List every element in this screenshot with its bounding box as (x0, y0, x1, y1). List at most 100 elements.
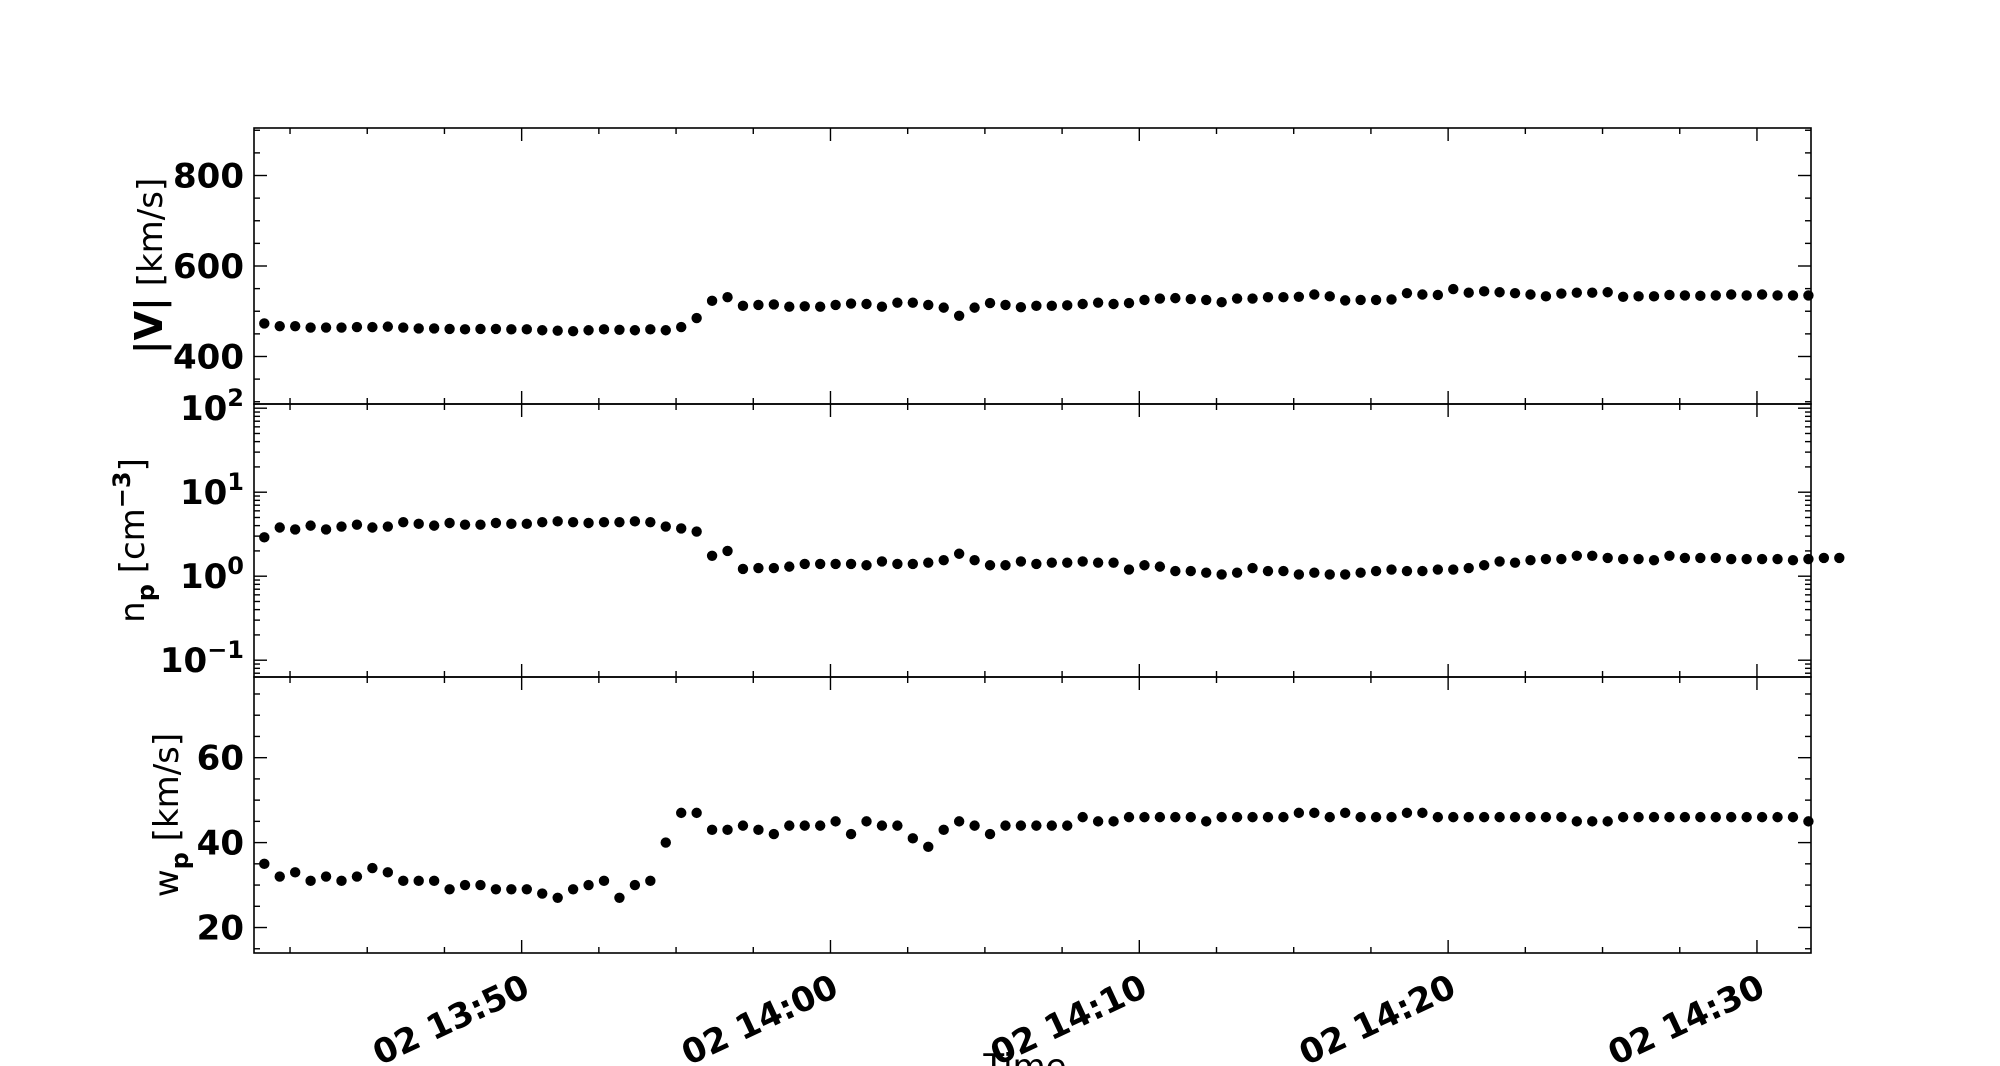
panel-frame (253, 127, 1812, 405)
data-point (1077, 556, 1088, 567)
panel-density: 10−1 100 101 102 np [cm−3] (108, 384, 1845, 681)
data-point (753, 299, 764, 311)
data-point (1787, 811, 1799, 823)
data-point (722, 545, 733, 557)
data-point (1370, 294, 1382, 306)
data-point (1803, 553, 1814, 565)
data-point (1540, 811, 1552, 823)
data-point (1695, 552, 1706, 564)
data-point (1386, 564, 1397, 575)
data-point (1509, 811, 1521, 823)
data-point (1370, 565, 1382, 577)
data-point (1478, 560, 1490, 571)
data-point (1216, 569, 1227, 580)
data-point (598, 324, 610, 335)
data-point (320, 524, 332, 535)
data-point (691, 807, 702, 819)
data-point (1339, 807, 1351, 819)
data-point (907, 297, 919, 308)
data-point (614, 324, 625, 335)
data-point (521, 518, 532, 530)
data-point (367, 862, 378, 874)
data-point (1401, 807, 1413, 819)
data-point (1478, 286, 1490, 297)
data-point (1463, 811, 1474, 823)
data-point (1092, 297, 1104, 308)
data-point (784, 301, 795, 312)
data-point (1648, 555, 1660, 566)
data-point (876, 556, 888, 567)
data-point (676, 807, 687, 819)
data-point (1154, 811, 1166, 823)
data-point (305, 322, 316, 333)
data-point (876, 820, 888, 831)
data-point (1417, 565, 1428, 577)
data-point (459, 324, 471, 335)
data-point (1448, 564, 1459, 575)
panel-velocity: 400 600 800|V| [km/s] (127, 127, 1814, 405)
data-point (799, 301, 810, 312)
y-tick-label: 100 (180, 552, 244, 597)
data-point (1448, 283, 1459, 295)
data-point (1278, 565, 1289, 577)
data-point (1293, 807, 1305, 819)
data-point (1772, 290, 1783, 301)
x-axis-label: Time (982, 1047, 1066, 1066)
data-point (289, 320, 301, 332)
data-point (1525, 289, 1536, 300)
data-point (1031, 300, 1042, 312)
y-tick-label: 600 (173, 247, 244, 287)
data-point (660, 837, 671, 848)
data-point (1772, 553, 1783, 565)
data-point (490, 323, 502, 335)
data-point (737, 300, 749, 312)
data-point (367, 522, 378, 533)
data-point (583, 325, 594, 336)
data-point (799, 558, 810, 570)
data-point (938, 555, 949, 566)
data-point (923, 299, 934, 311)
data-point (861, 816, 872, 827)
data-point (1062, 557, 1073, 568)
data-point (459, 519, 471, 530)
data-point (1185, 565, 1196, 577)
data-point (1216, 296, 1227, 308)
data-point (305, 520, 316, 531)
data-point (413, 518, 424, 530)
data-point (1648, 291, 1660, 302)
data-point (1617, 811, 1629, 823)
data-point (1231, 811, 1243, 823)
data-point (876, 301, 888, 312)
y-tick-label: 60 (197, 739, 244, 779)
data-point (1571, 550, 1583, 561)
data-point (1540, 291, 1552, 302)
data-point (984, 828, 996, 840)
data-point (722, 292, 733, 303)
data-point (1756, 289, 1768, 300)
data-point (830, 299, 841, 311)
data-point (1062, 300, 1073, 311)
data-point (1201, 294, 1212, 306)
y-axis-label: |V| [km/s] (127, 178, 172, 355)
data-point (676, 321, 687, 333)
data-point (475, 519, 486, 530)
data-point (1046, 557, 1058, 568)
data-point (1355, 811, 1366, 823)
data-point (1355, 567, 1366, 578)
data-point (428, 323, 440, 334)
data-point (1664, 550, 1675, 561)
data-point (1108, 816, 1119, 827)
data-point (845, 828, 857, 840)
data-point (1648, 811, 1660, 823)
data-point (1000, 820, 1011, 831)
data-point (351, 871, 363, 882)
data-point (861, 560, 872, 571)
data-point (1617, 553, 1629, 565)
data-point (1324, 569, 1335, 580)
data-point (923, 841, 934, 853)
data-point (475, 879, 486, 891)
data-point (1602, 552, 1613, 564)
data-point (1201, 816, 1212, 827)
data-point (629, 325, 641, 336)
